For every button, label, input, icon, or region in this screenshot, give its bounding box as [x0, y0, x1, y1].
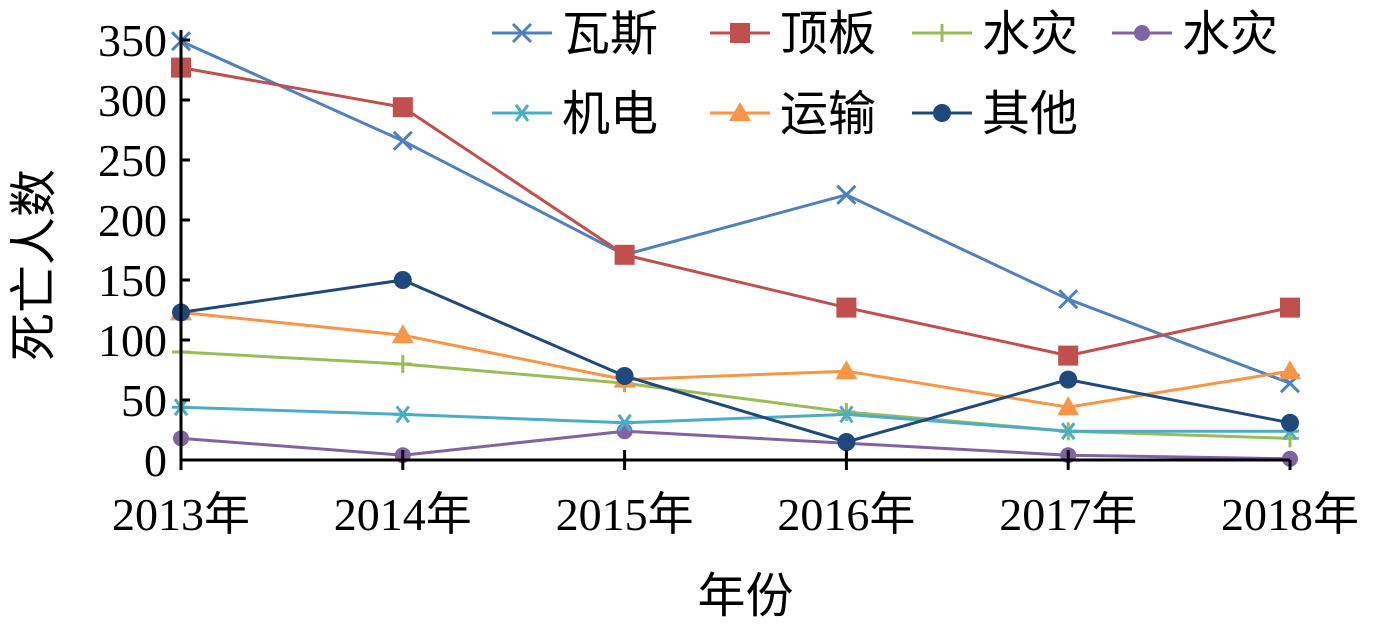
y-tick-label: 100 [98, 315, 167, 366]
y-axis-title: 死亡人数 [8, 169, 61, 361]
data-point-marker [1057, 396, 1080, 416]
data-point-marker [1281, 413, 1299, 432]
data-point-marker [616, 423, 633, 440]
data-point-marker [393, 271, 412, 289]
y-tick-label: 200 [98, 195, 167, 246]
series-line [180, 429, 1291, 461]
y-tick-label: 0 [144, 435, 167, 486]
data-point-marker [729, 102, 751, 121]
x-tick-label: 2013年 [112, 489, 250, 540]
y-ticks: 0 50 100 150 200 250 300 350 [98, 15, 190, 486]
series-7 [172, 271, 1299, 451]
data-point-marker [837, 405, 856, 424]
data-point-marker [1059, 370, 1078, 389]
series-2 [171, 57, 1300, 366]
y-tick-label: 250 [98, 135, 167, 186]
data-point-marker [1059, 422, 1078, 441]
data-point-marker [614, 244, 635, 265]
legend-label: 机电 [562, 88, 658, 141]
series-line [180, 39, 1291, 385]
series-line [180, 405, 1290, 433]
legend-label: 顶板 [780, 8, 876, 61]
legend-item: 机电 [492, 88, 658, 141]
data-point-marker [1058, 289, 1079, 310]
legend-label: 水灾 [1182, 8, 1278, 61]
x-tick-label: 2015年 [556, 489, 694, 540]
legend-label: 运输 [780, 88, 876, 141]
legend-item: 顶板 [710, 8, 876, 61]
data-point-marker [511, 22, 533, 44]
data-point-marker [835, 360, 858, 380]
series-1 [170, 31, 1301, 394]
x-tick-label: 2016年 [777, 489, 915, 540]
series-line [180, 310, 1291, 409]
legend-item: 其他 [912, 88, 1078, 141]
data-point-marker [393, 355, 412, 373]
x-tick-label: 2018年 [1221, 489, 1359, 540]
series-line [180, 278, 1291, 444]
data-point-marker [615, 367, 634, 385]
data-point-marker [1058, 345, 1079, 366]
series-layer [170, 31, 1301, 467]
legend-label: 水灾 [982, 8, 1078, 61]
data-point-marker [933, 24, 951, 42]
data-point-marker [837, 433, 856, 451]
y-tick-label: 300 [98, 75, 167, 126]
data-point-marker [836, 297, 857, 318]
data-point-marker [391, 324, 414, 344]
data-point-marker [513, 104, 531, 122]
y-tick-label: 150 [98, 255, 167, 306]
data-point-marker [933, 104, 951, 122]
data-point-marker [1134, 25, 1150, 41]
legend-item: 瓦斯 [492, 8, 658, 61]
x-axis-title: 年份 [697, 570, 793, 623]
data-point-marker [730, 23, 750, 43]
data-point-marker [836, 184, 857, 205]
y-tick-label: 350 [98, 15, 167, 66]
legend-item: 水灾 [1112, 8, 1278, 61]
data-point-marker [1279, 360, 1301, 380]
legend-item: 运输 [710, 88, 876, 141]
data-point-marker [615, 413, 634, 432]
series-line [180, 350, 1291, 440]
legend-item: 水灾 [912, 8, 1078, 61]
series-line [180, 66, 1291, 358]
x-tick-label: 2017年 [999, 489, 1137, 540]
data-point-marker [393, 405, 412, 424]
data-point-marker [1280, 297, 1300, 318]
data-point-marker [392, 130, 413, 151]
legend-label: 瓦斯 [562, 8, 658, 61]
legend-label: 其他 [982, 88, 1078, 141]
x-ticks: 2013年 2014年 2015年 2016年 2017年 2018年 [112, 450, 1359, 540]
x-tick-label: 2014年 [334, 489, 472, 540]
data-point-marker [392, 97, 413, 118]
y-tick-label: 50 [121, 375, 167, 426]
